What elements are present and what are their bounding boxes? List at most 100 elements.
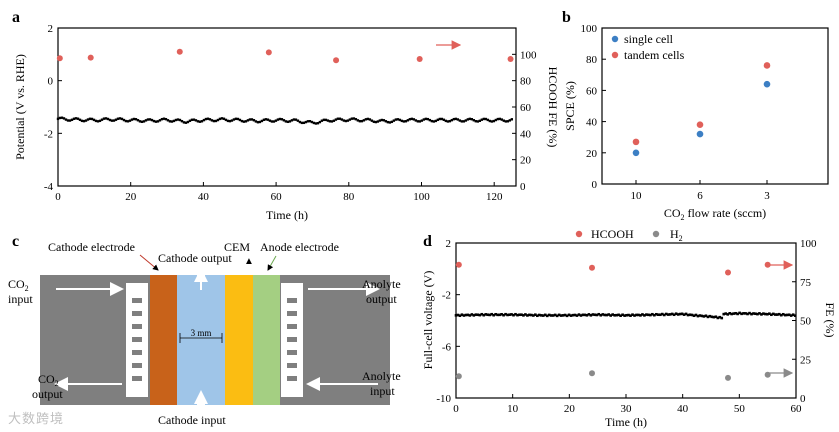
voltage-point	[758, 312, 761, 315]
legend-hcooh: HCOOH	[591, 227, 634, 241]
voltage-point	[559, 314, 563, 317]
voltage-point	[651, 312, 654, 316]
potential-point	[168, 120, 172, 123]
voltage-point	[528, 313, 531, 317]
tandem-cells-point	[763, 62, 771, 69]
potential-point	[236, 117, 240, 121]
potential-point	[160, 117, 164, 121]
panel-b-ylabel: SPCE (%)	[563, 81, 577, 131]
potential-point	[506, 120, 510, 123]
hcooh-fe-point	[176, 48, 183, 55]
potential-point	[348, 118, 352, 121]
potential-point	[480, 118, 484, 121]
potential-point	[120, 117, 124, 121]
hcooh-point	[764, 261, 771, 268]
potential-point	[356, 119, 360, 122]
potential-point	[430, 119, 434, 123]
potential-point	[170, 120, 174, 123]
voltage-point	[674, 312, 678, 315]
y-right-tick-label: 0	[520, 181, 526, 193]
potential-point	[502, 119, 506, 122]
potential-point	[438, 117, 442, 121]
voltage-point	[567, 313, 571, 317]
voltage-point	[655, 312, 658, 316]
voltage-point	[536, 314, 539, 318]
voltage-point	[766, 312, 769, 316]
potential-point	[320, 119, 324, 122]
potential-point	[450, 118, 454, 122]
potential-point	[238, 118, 242, 122]
potential-point	[316, 122, 320, 125]
potential-point	[212, 119, 216, 123]
panel-c: c	[8, 233, 401, 427]
voltage-point	[688, 313, 692, 317]
potential-point	[428, 118, 432, 122]
voltage-point	[470, 313, 474, 316]
potential-point	[448, 119, 452, 123]
potential-point	[374, 120, 378, 124]
y-right-tick-label: 0	[800, 393, 806, 405]
potential-point	[382, 119, 386, 122]
potential-point	[162, 117, 166, 120]
voltage-point	[722, 312, 726, 316]
hcooh-fe-point	[265, 49, 272, 56]
x-tick-label: 80	[343, 191, 355, 203]
voltage-point	[571, 313, 575, 317]
y-right-tick-label: 75	[800, 277, 812, 289]
cem-layer	[225, 275, 253, 405]
voltage-point	[569, 314, 573, 317]
voltage-point	[774, 313, 777, 316]
potential-point	[86, 118, 90, 121]
potential-point	[152, 119, 156, 123]
panel-b-frame	[601, 27, 829, 185]
potential-point	[414, 119, 418, 122]
voltage-point	[543, 313, 547, 317]
potential-point	[412, 118, 416, 121]
y-right-tick-label: 25	[800, 354, 812, 366]
panel-d-frame	[455, 242, 797, 399]
potential-point	[146, 118, 150, 121]
single-cell-point	[696, 130, 704, 138]
cathode-output-port	[197, 268, 205, 276]
potential-point	[364, 118, 368, 121]
potential-point	[60, 116, 64, 119]
y-right-tick-label: 50	[800, 316, 812, 328]
voltage-point	[635, 313, 638, 317]
panel-a-xlabel: Time (h)	[266, 208, 308, 222]
voltage-point	[696, 314, 700, 318]
potential-point	[76, 117, 80, 120]
voltage-point	[742, 312, 745, 315]
potential-point	[362, 119, 366, 122]
voltage-point	[605, 313, 609, 317]
voltage-point	[690, 313, 694, 317]
x-tick-label: 30	[621, 403, 633, 415]
y-tick-label: 80	[586, 54, 598, 66]
voltage-point	[676, 313, 680, 316]
potential-point	[216, 118, 220, 122]
potential-point	[422, 118, 426, 121]
potential-point	[158, 119, 162, 122]
voltage-point	[617, 313, 620, 317]
panel-d-xlabel: Time (h)	[605, 415, 647, 429]
voltage-point	[518, 313, 521, 317]
voltage-point	[472, 314, 476, 317]
potential-point	[268, 119, 272, 122]
voltage-point	[633, 314, 636, 317]
potential-point	[148, 118, 152, 121]
panel-d-ylabel-left: Full-cell voltage (V)	[421, 271, 435, 370]
voltage-point	[641, 313, 644, 316]
cathode-electrode-label: Cathode electrode	[48, 240, 135, 254]
voltage-point	[645, 313, 648, 316]
potential-point	[402, 120, 406, 123]
potential-point	[424, 117, 428, 121]
potential-point	[116, 117, 120, 120]
potential-point	[500, 118, 504, 121]
potential-point	[496, 117, 500, 121]
voltage-point	[500, 313, 503, 316]
watermark: 大数跨境	[8, 412, 65, 427]
voltage-point	[625, 313, 628, 317]
potential-point	[298, 120, 302, 124]
potential-point	[446, 120, 450, 123]
potential-point	[178, 118, 182, 122]
